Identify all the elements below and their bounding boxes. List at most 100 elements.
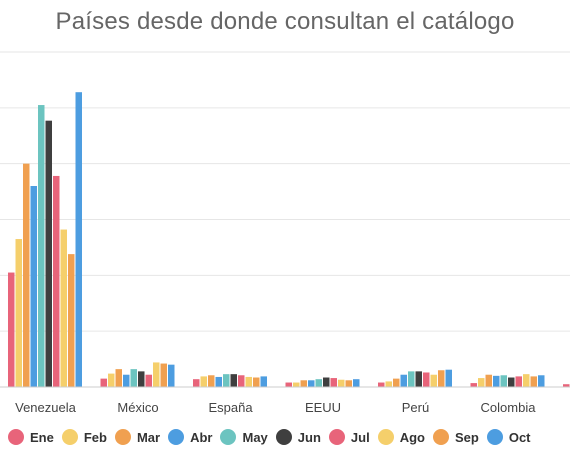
bar[interactable] <box>75 92 83 387</box>
bar[interactable] <box>508 377 515 387</box>
bars <box>8 92 570 388</box>
bar[interactable] <box>393 378 400 387</box>
bar[interactable] <box>353 379 360 387</box>
bar[interactable] <box>100 378 108 387</box>
category-label: Colombia <box>481 400 537 415</box>
bar[interactable] <box>60 229 68 387</box>
category-label: Perú <box>402 400 429 415</box>
bar[interactable] <box>130 369 138 387</box>
bar[interactable] <box>385 381 393 387</box>
legend-swatch-icon <box>377 429 394 445</box>
bar[interactable] <box>338 379 345 387</box>
legend-label: Feb <box>83 429 107 445</box>
bar[interactable] <box>45 120 53 388</box>
bar[interactable] <box>238 375 245 387</box>
bar[interactable] <box>400 374 408 387</box>
bar[interactable] <box>493 375 500 387</box>
bar[interactable] <box>230 374 238 387</box>
grid-lines <box>0 51 570 332</box>
bar[interactable] <box>215 376 223 387</box>
bar[interactable] <box>30 186 38 387</box>
legend-item[interactable]: Sep <box>432 429 479 445</box>
bar[interactable] <box>345 380 353 387</box>
legend-item[interactable]: Feb <box>61 429 107 445</box>
legend-label: Jun <box>297 429 321 445</box>
legend-label: Abr <box>190 429 213 445</box>
category-label: EEUU <box>305 400 341 415</box>
bar[interactable] <box>300 380 308 387</box>
bar[interactable] <box>470 383 478 387</box>
legend-item[interactable]: Ago <box>377 429 425 445</box>
bar[interactable] <box>500 375 508 387</box>
bar[interactable] <box>15 239 23 387</box>
legend-swatch-icon <box>486 429 503 445</box>
legend-label: Jul <box>350 429 370 445</box>
legend-swatch-icon <box>432 429 449 445</box>
legend-label: Ene <box>30 429 54 445</box>
bar[interactable] <box>223 374 230 387</box>
bar[interactable] <box>478 378 485 387</box>
legend-item[interactable]: Jun <box>275 429 321 445</box>
bar[interactable] <box>123 374 130 387</box>
bar[interactable] <box>138 371 145 387</box>
legend-swatch-icon <box>168 429 185 445</box>
bar[interactable] <box>168 364 175 387</box>
legend-label: Mar <box>136 429 161 445</box>
bar[interactable] <box>430 374 438 387</box>
bar[interactable] <box>523 374 530 387</box>
category-label: España <box>208 400 253 415</box>
category-label: Venezuela <box>15 400 76 415</box>
bar[interactable] <box>153 362 160 387</box>
bar[interactable] <box>538 375 545 387</box>
legend-label: Sep <box>454 429 479 445</box>
bar[interactable] <box>145 374 153 387</box>
bar[interactable] <box>160 363 168 387</box>
bar[interactable] <box>115 369 123 387</box>
legend-label: May <box>242 429 268 445</box>
bar[interactable] <box>8 272 15 387</box>
legend-item[interactable]: Oct <box>486 429 531 445</box>
legend: Ene Feb Mar Abr May Jun Jul Ago Sep Oct <box>0 424 570 450</box>
legend-item[interactable]: Jul <box>328 429 370 445</box>
bar[interactable] <box>323 377 330 387</box>
legend-swatch-icon <box>220 429 237 445</box>
bar[interactable] <box>253 377 260 387</box>
legend-item[interactable]: Abr <box>168 429 212 445</box>
bar[interactable] <box>438 370 445 387</box>
chart-title: Países desde donde consultan el catálogo <box>55 8 515 35</box>
bar[interactable] <box>515 376 523 387</box>
bar[interactable] <box>193 379 200 387</box>
bar[interactable] <box>260 376 268 387</box>
legend-swatch-icon <box>8 429 24 445</box>
bar[interactable] <box>530 376 538 387</box>
legend-swatch-icon <box>275 429 292 445</box>
bar[interactable] <box>445 369 453 387</box>
bar[interactable] <box>330 378 338 387</box>
legend-item[interactable]: May <box>220 429 268 445</box>
bar[interactable] <box>68 254 75 387</box>
bar[interactable] <box>38 105 45 388</box>
bar[interactable] <box>308 380 315 387</box>
bar[interactable] <box>108 373 115 387</box>
bar[interactable] <box>485 374 493 387</box>
legend-swatch-icon <box>114 429 131 445</box>
bar[interactable] <box>378 382 385 387</box>
bar[interactable] <box>53 175 60 387</box>
legend-swatch-icon <box>61 429 78 445</box>
bar[interactable] <box>408 371 415 387</box>
bar[interactable] <box>563 384 570 387</box>
bar[interactable] <box>293 382 300 387</box>
bar[interactable] <box>423 372 430 387</box>
bar[interactable] <box>208 375 215 387</box>
bar[interactable] <box>315 379 323 387</box>
bar[interactable] <box>23 163 30 387</box>
legend-item[interactable]: Mar <box>114 429 161 445</box>
legend-item[interactable]: Ene <box>8 429 54 445</box>
legend-swatch-icon <box>328 429 345 445</box>
bar[interactable] <box>200 376 208 387</box>
legend-label: Oct <box>508 429 531 445</box>
bar[interactable] <box>415 371 423 387</box>
bar[interactable] <box>285 382 293 387</box>
bar[interactable] <box>245 376 253 387</box>
